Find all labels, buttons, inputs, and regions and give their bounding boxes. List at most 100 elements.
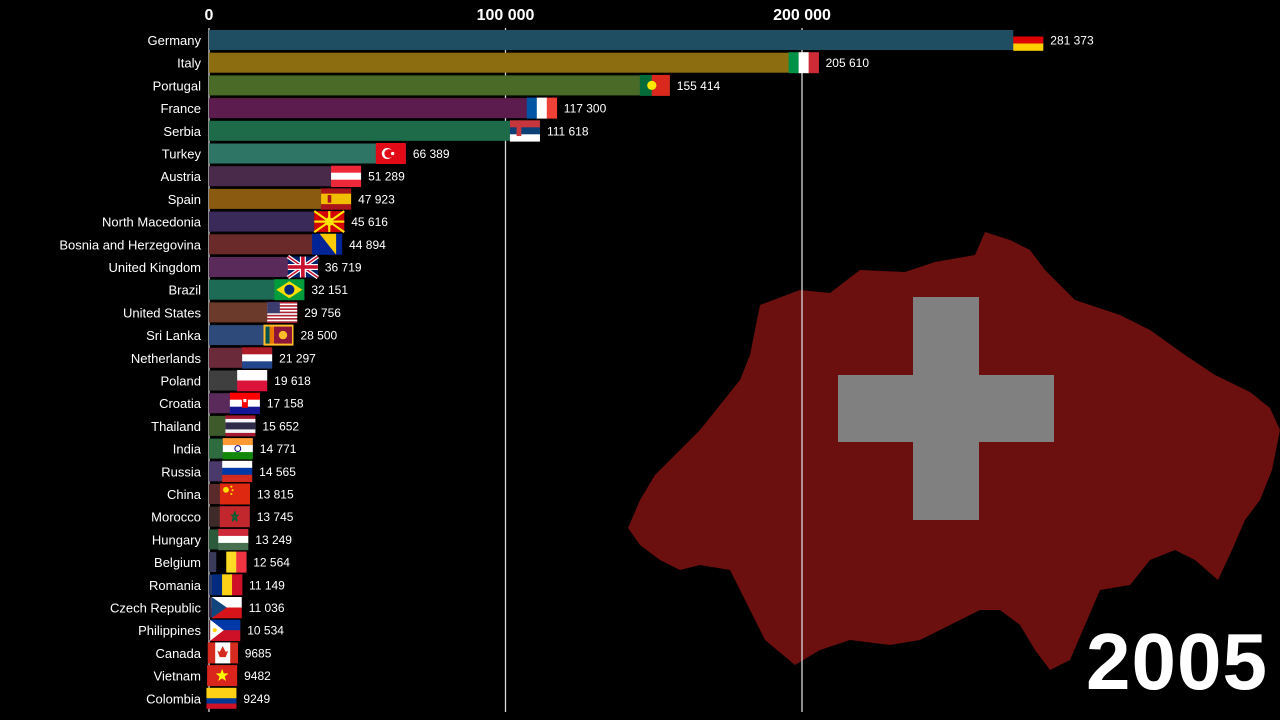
x-tick-label: 0	[205, 7, 214, 24]
x-axis: 0 100 000 200 000	[205, 7, 831, 24]
category-label: Canada	[155, 646, 201, 661]
x-tick-label: 200 000	[773, 7, 831, 24]
category-label: Romania	[149, 578, 202, 593]
value-label: 19 618	[274, 374, 311, 388]
morocco-flag	[219, 506, 250, 528]
bosnia-flag	[312, 233, 343, 255]
value-label: 11 036	[249, 601, 285, 615]
category-label: Philippines	[138, 623, 201, 638]
north-macedonia-flag	[313, 210, 345, 234]
hungary-flag	[218, 528, 249, 551]
category-label: France	[161, 101, 201, 116]
value-label: 13 815	[257, 488, 294, 502]
bars-layer: Germany 281 373 Italy 205 610 Portugal 155 41…	[59, 29, 1094, 709]
bar	[209, 75, 670, 96]
bar	[209, 188, 352, 209]
value-label: 36 719	[325, 261, 362, 275]
bar	[209, 30, 1044, 50]
value-label: 17 158	[267, 397, 304, 411]
thailand-flag	[225, 415, 256, 437]
value-label: 32 151	[311, 283, 348, 297]
value-label: 205 610	[826, 56, 870, 70]
year-label: 2005	[1086, 617, 1268, 706]
category-label: Morocco	[151, 510, 201, 525]
croatia-flag	[229, 392, 260, 414]
category-label: Bosnia and Herzegovina	[59, 237, 201, 252]
category-label: Russia	[161, 464, 202, 479]
bar	[209, 234, 343, 255]
value-label: 9249	[243, 692, 270, 706]
portugal-flag	[639, 74, 670, 96]
category-label: Thailand	[151, 419, 201, 434]
category-label: Turkey	[162, 147, 202, 162]
category-label: United Kingdom	[109, 260, 202, 275]
brazil-flag	[274, 279, 305, 301]
sri-lanka-flag	[263, 324, 294, 346]
category-label: India	[173, 442, 202, 457]
russia-flag	[222, 460, 253, 483]
category-label: Czech Republic	[110, 601, 202, 616]
india-flag	[222, 438, 253, 460]
value-label: 14 565	[259, 465, 296, 479]
value-label: 29 756	[304, 306, 341, 320]
category-label: Sri Lanka	[146, 328, 202, 343]
value-label: 28 500	[301, 329, 338, 343]
category-label: Colombia	[146, 691, 202, 706]
vietnam-flag	[207, 665, 238, 687]
serbia-flag	[509, 120, 540, 142]
spain-flag	[321, 188, 352, 210]
category-label: Germany	[148, 33, 202, 48]
category-label: Netherlands	[131, 351, 202, 366]
value-label: 13 249	[255, 533, 292, 547]
category-label: Portugal	[153, 78, 202, 93]
bar	[209, 211, 345, 232]
category-label: China	[167, 487, 202, 502]
france-flag	[526, 97, 558, 119]
bar	[209, 98, 557, 119]
category-label: Poland	[161, 374, 201, 389]
romania-flag	[212, 574, 243, 596]
usa-flag	[267, 301, 298, 323]
bar	[209, 143, 406, 164]
value-label: 45 616	[351, 215, 388, 229]
belgium-flag	[216, 551, 247, 573]
category-label: Belgium	[154, 555, 201, 570]
category-label: Italy	[177, 56, 201, 71]
canada-flag	[207, 642, 239, 664]
poland-flag	[237, 370, 268, 392]
italy-flag	[788, 52, 819, 74]
china-flag	[219, 483, 250, 505]
value-label: 117 300	[564, 102, 607, 116]
x-tick-label: 100 000	[477, 7, 535, 24]
uk-flag	[286, 254, 320, 280]
value-label: 47 923	[358, 192, 395, 206]
value-label: 15 652	[262, 419, 299, 433]
value-label: 155 414	[677, 79, 721, 93]
value-label: 66 389	[413, 147, 450, 161]
value-label: 13 745	[257, 510, 294, 524]
netherlands-flag	[242, 347, 273, 369]
bar	[209, 120, 540, 141]
austria-flag	[331, 165, 362, 187]
category-label: Vietnam	[154, 669, 201, 684]
value-label: 111 618	[547, 124, 589, 138]
czech-flag	[211, 597, 242, 619]
turkey-flag	[375, 143, 406, 164]
value-label: 11 149	[249, 578, 285, 592]
category-label: Brazil	[168, 283, 201, 298]
category-label: Croatia	[159, 396, 202, 411]
category-label: North Macedonia	[102, 215, 202, 230]
category-label: Serbia	[163, 124, 201, 139]
value-label: 51 289	[368, 170, 405, 184]
value-label: 21 297	[279, 351, 316, 365]
category-label: Spain	[168, 192, 201, 207]
value-label: 9685	[245, 646, 272, 660]
category-label: Hungary	[152, 532, 202, 547]
bar	[209, 166, 362, 187]
bar	[209, 52, 819, 73]
value-label: 12 564	[253, 556, 290, 570]
swiss-cross-horizontal	[838, 375, 1054, 442]
value-label: 14 771	[260, 442, 297, 456]
